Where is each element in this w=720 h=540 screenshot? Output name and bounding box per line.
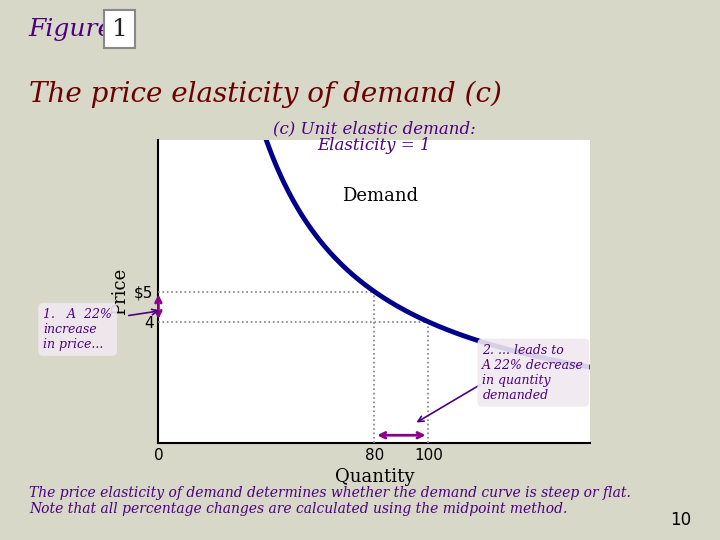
Text: The price elasticity of demand determines whether the demand curve is steep or f: The price elasticity of demand determine… [29, 486, 631, 516]
X-axis label: Quantity: Quantity [335, 468, 414, 486]
Text: Figure: Figure [29, 18, 113, 40]
Text: The price elasticity of demand (c): The price elasticity of demand (c) [29, 80, 502, 107]
Text: 10: 10 [670, 511, 691, 529]
Text: 1: 1 [112, 18, 127, 40]
Text: Elasticity = 1: Elasticity = 1 [318, 137, 431, 154]
Text: Demand: Demand [342, 187, 418, 205]
Y-axis label: Price: Price [111, 268, 129, 315]
Text: (c) Unit elastic demand:: (c) Unit elastic demand: [273, 121, 476, 138]
Text: 2. ... leads to
A 22% decrease
in quantity
demanded: 2. ... leads to A 22% decrease in quanti… [482, 343, 584, 402]
Text: 1.   A  22%
increase
in price...: 1. A 22% increase in price... [43, 308, 112, 351]
